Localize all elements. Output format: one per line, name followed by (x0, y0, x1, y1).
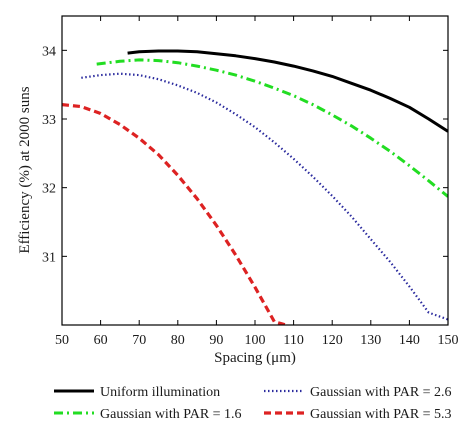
series-line-4 (62, 103, 287, 325)
x-tick-label: 90 (209, 333, 223, 348)
legend-label-4: Gaussian with PAR = 5.3 (310, 407, 452, 422)
x-tick-label: 70 (132, 333, 146, 348)
x-tick-label: 140 (399, 333, 420, 348)
x-tick-label: 110 (283, 333, 303, 348)
x-tick-label: 80 (171, 333, 185, 348)
x-tick-labels: 50 60 70 80 90 100 110 120 130 140 150 (55, 333, 459, 348)
x-tick-label: 130 (360, 333, 381, 348)
x-tick-label: 120 (322, 333, 343, 348)
y-tick-label: 34 (42, 44, 56, 59)
x-tick-label: 150 (438, 333, 459, 348)
series-line-2 (96, 58, 448, 198)
y-axis-title: Efficiency (%) at 2000 suns (17, 86, 33, 253)
y-tick-label: 32 (42, 182, 56, 197)
legend-label-2: Gaussian with PAR = 1.6 (100, 407, 242, 422)
series-layer (62, 49, 448, 325)
legend: Uniform illumination Gaussian with PAR = … (54, 385, 452, 422)
series-line-3 (81, 72, 448, 321)
ticks-layer (61, 16, 449, 325)
y-tick-labels: 31 32 33 34 (42, 44, 56, 265)
y-tick-label: 33 (42, 113, 56, 128)
y-tick-label: 31 (42, 250, 56, 265)
x-tick-label: 100 (245, 333, 266, 348)
x-tick-label: 60 (94, 333, 108, 348)
legend-label-1: Uniform illumination (100, 385, 220, 400)
x-axis-title: Spacing (μm) (214, 350, 296, 366)
legend-label-3: Gaussian with PAR = 2.6 (310, 385, 452, 400)
series-line-1 (127, 49, 448, 133)
x-tick-label: 50 (55, 333, 69, 348)
